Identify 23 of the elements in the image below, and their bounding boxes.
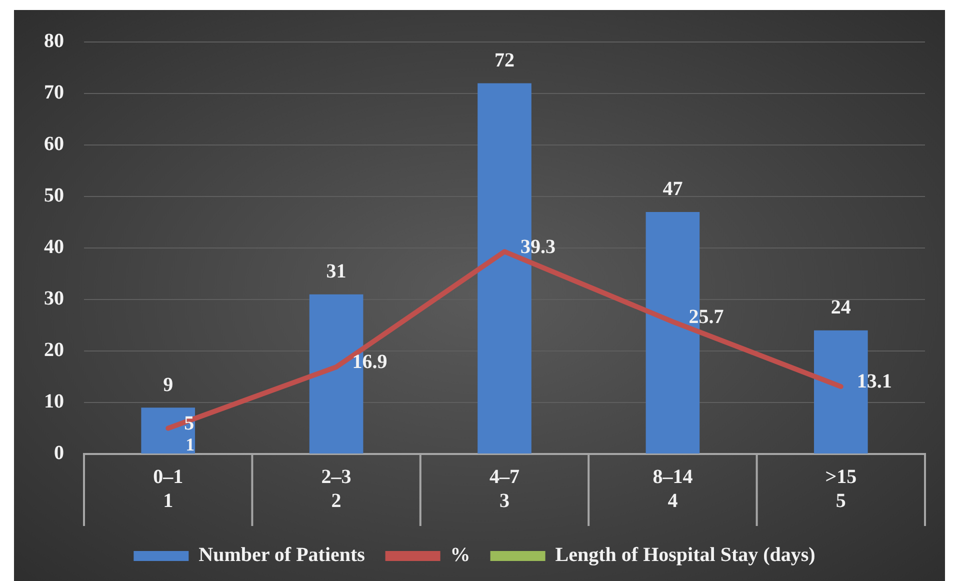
x-tick-label: 8–14 4 <box>652 466 693 512</box>
data-label: 47 <box>662 178 683 200</box>
y-tick-label: 40 <box>44 236 64 258</box>
annotation: 1 <box>186 434 195 455</box>
y-tick-label: 20 <box>44 339 64 362</box>
y-tick-label: 60 <box>44 133 64 156</box>
y-tick-label: 10 <box>44 390 64 413</box>
x-tick-label: 0–1 1 <box>153 466 184 512</box>
data-label: 24 <box>830 296 851 319</box>
data-label: 9 <box>163 374 174 396</box>
data-label: 31 <box>326 260 346 283</box>
legend-label: Length of Hospital Stay (days) <box>555 544 816 566</box>
legend-label: Number of Patients <box>198 544 366 566</box>
y-tick-label: 70 <box>44 82 64 104</box>
y-tick-label: 50 <box>44 184 64 207</box>
data-label: 72 <box>494 49 514 72</box>
x-tick-label: >15 5 <box>825 466 857 512</box>
y-tick-label: 0 <box>54 442 64 464</box>
legend-label: % <box>450 544 470 566</box>
x-tick-label: 4–7 3 <box>490 466 520 512</box>
y-tick-label: 30 <box>44 288 64 310</box>
y-tick-label: 80 <box>44 30 64 52</box>
x-tick-label: 2–3 2 <box>321 466 352 512</box>
